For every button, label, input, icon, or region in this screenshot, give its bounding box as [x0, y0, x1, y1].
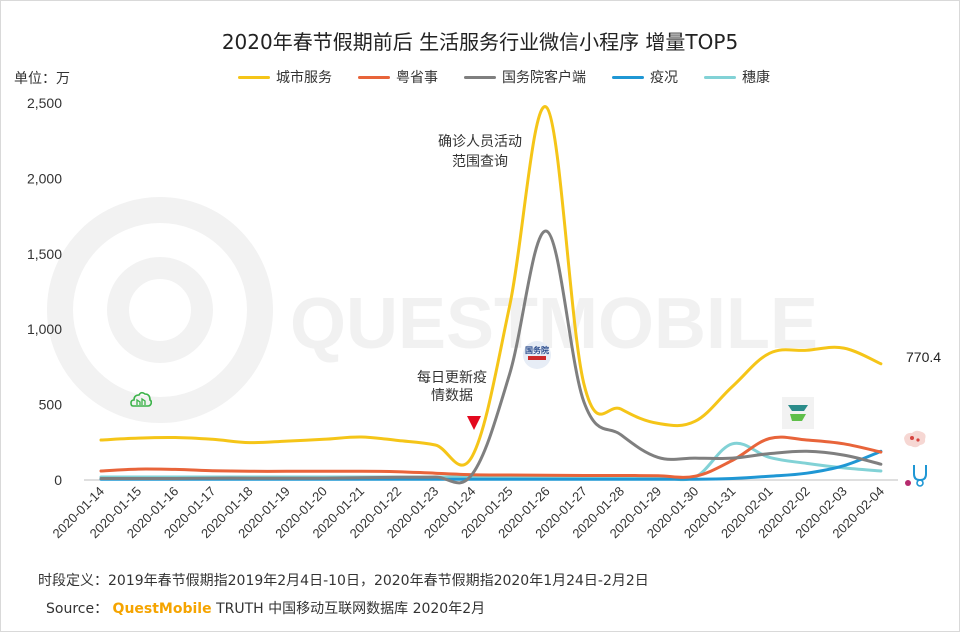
legend-swatch-yikuang	[612, 75, 644, 79]
source-brand: QuestMobile	[112, 601, 212, 617]
legend-label-suikang: 穗康	[742, 70, 770, 86]
legend-swatch-state-council	[464, 75, 496, 79]
y-axis-unit: 单位：万	[14, 71, 70, 87]
annotation-daily-line1: 每日更新疫	[417, 370, 487, 386]
legend-label-city-service: 城市服务	[276, 70, 332, 86]
legend-swatch-yueshengshi	[358, 75, 390, 79]
legend-item-city-service: 城市服务	[238, 67, 332, 87]
state-council-icon-label: 国务院	[525, 345, 549, 355]
footnote: 时段定义：2019年春节假期指2019年2月4日-10日，2020年春节假期指2…	[38, 573, 649, 589]
source-suffix: TRUTH 中国移动互联网数据库 2020年2月	[216, 601, 486, 617]
annotation-daily-line2: 情数据	[431, 388, 473, 404]
y-tick-label: 2,000	[27, 170, 62, 186]
legend: 城市服务 粤省事 国务院客户端 疫况 穗康	[238, 67, 796, 87]
city-service-app-icon	[130, 390, 153, 412]
suikang-app-icon	[904, 462, 934, 492]
yueshengshi-app-icon	[782, 397, 814, 433]
end-value-label: 770.4	[906, 349, 941, 365]
map-app-icon	[902, 428, 928, 454]
legend-item-yikuang: 疫况	[612, 67, 678, 87]
watermark: QUESTMOBILE	[47, 197, 818, 423]
legend-swatch-suikang	[704, 75, 736, 79]
legend-item-yueshengshi: 粤省事	[358, 67, 438, 87]
legend-label-state-council: 国务院客户端	[502, 70, 586, 86]
y-tick-label: 2,500	[27, 95, 62, 111]
legend-item-state-council: 国务院客户端	[464, 67, 586, 87]
source-prefix: Source：	[46, 601, 109, 617]
chart-title: 2020年春节假期前后 生活服务行业微信小程序 增量TOP5	[221, 30, 739, 54]
marker-triangle	[467, 416, 481, 430]
legend-item-suikang: 穗康	[704, 67, 770, 87]
y-tick-label: 1,000	[27, 321, 62, 337]
annotation-peak-line1: 确诊人员活动	[438, 134, 522, 150]
annotation-peak-line2: 范围查询	[452, 153, 508, 170]
y-tick-label: 1,500	[27, 246, 62, 262]
y-tick-label: 0	[54, 472, 62, 488]
y-tick-label: 500	[39, 397, 63, 413]
source-line: Source： QuestMobile TRUTH 中国移动互联网数据库 202…	[46, 598, 485, 618]
legend-swatch-city-service	[238, 75, 270, 79]
series-line-0	[99, 105, 883, 467]
state-council-app-icon: 国务院	[522, 340, 552, 374]
watermark-text: QUESTMOBILE	[290, 284, 818, 364]
legend-label-yikuang: 疫况	[650, 70, 678, 86]
series-line-1	[99, 435, 883, 479]
series-line-2	[99, 229, 883, 485]
legend-label-yueshengshi: 粤省事	[396, 70, 438, 86]
